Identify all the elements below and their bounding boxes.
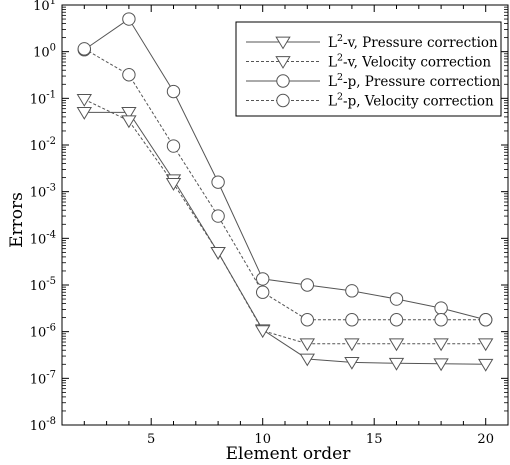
y-tick-label: 10-6 [30, 323, 56, 341]
y-tick-label: 10-3 [30, 183, 56, 201]
x-axis-label: Element order [226, 444, 352, 464]
y-axis-label: Errors [7, 192, 27, 248]
x-tick-label: 5 [147, 432, 155, 447]
x-tick-label: 10 [254, 432, 271, 447]
data-point [434, 301, 448, 315]
data-point [344, 356, 360, 370]
data-point [479, 313, 493, 327]
legend-label: L2-p, Pressure correction [328, 72, 501, 90]
legend-entry: L2-p, Pressure correction [246, 72, 501, 90]
legend-marker [276, 74, 290, 88]
data-point [344, 338, 360, 352]
legend-entry: L2-v, Pressure correction [246, 33, 498, 51]
data-point [165, 178, 182, 191]
series-2 [76, 93, 494, 352]
data-point [122, 12, 136, 26]
legend-label: L2-v, Pressure correction [328, 33, 498, 51]
data-point [256, 272, 270, 286]
data-point [434, 313, 448, 327]
data-point [388, 357, 405, 371]
data-point [433, 338, 449, 352]
data-point [478, 338, 494, 352]
y-tick-label: 101 [33, 0, 56, 14]
data-point [166, 139, 181, 153]
x-tick-label: 15 [366, 432, 383, 447]
legend-entry: L2-p, Velocity correction [246, 92, 494, 110]
data-point [77, 42, 92, 56]
data-point [166, 84, 181, 99]
y-tick-label: 10-8 [30, 416, 56, 434]
series-line [84, 98, 486, 345]
data-point [299, 353, 315, 367]
data-point [300, 278, 314, 292]
x-tick-label: 20 [477, 432, 494, 447]
legend-label: L2-v, Velocity correction [328, 53, 491, 71]
data-point [121, 115, 137, 129]
data-point [389, 292, 404, 306]
legend-entry: L2-v, Velocity correction [246, 53, 491, 71]
y-tick-label: 100 [33, 43, 56, 61]
y-tick-label: 10-4 [30, 229, 56, 247]
legend-marker [276, 93, 290, 108]
legend-label: L2-p, Velocity correction [328, 92, 494, 110]
data-point [256, 285, 270, 299]
y-tick-label: 10-5 [30, 276, 56, 294]
data-point [299, 338, 315, 352]
series-line [84, 18, 486, 321]
series-4 [77, 42, 493, 327]
data-point [388, 338, 405, 352]
data-point [121, 106, 137, 120]
y-tick-label: 10-2 [30, 136, 56, 154]
data-point [122, 68, 136, 82]
series-line [84, 111, 486, 365]
data-point [76, 106, 92, 120]
data-point [389, 313, 404, 327]
series-1 [76, 106, 494, 372]
data-point [345, 313, 359, 327]
data-point [433, 358, 449, 372]
data-point [210, 246, 226, 260]
legend-marker [275, 36, 291, 50]
series-line [84, 48, 486, 321]
data-point [300, 313, 314, 327]
data-point [211, 209, 225, 223]
legend-marker [275, 56, 291, 69]
data-point [255, 325, 271, 339]
data-point [211, 175, 225, 189]
data-point [76, 93, 92, 107]
data-point [345, 284, 359, 298]
data-point [478, 358, 494, 372]
y-tick-label: 10-7 [30, 369, 56, 387]
y-tick-label: 10-1 [30, 89, 56, 107]
series-3 [77, 12, 493, 327]
